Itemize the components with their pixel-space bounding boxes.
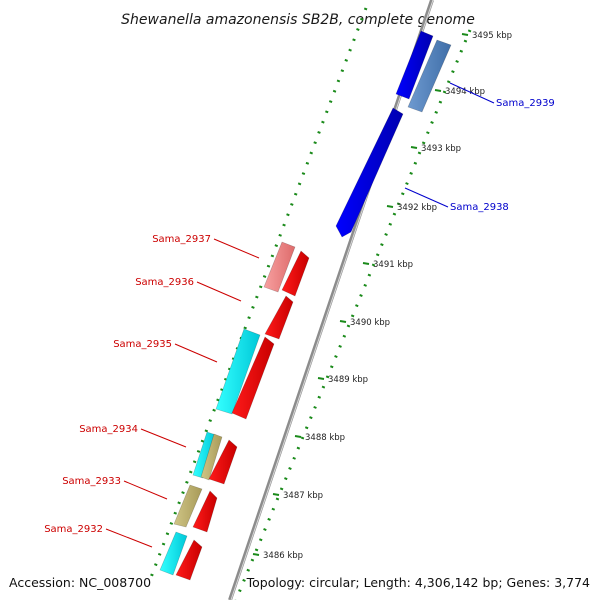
gene-sama-2935b — [231, 336, 275, 420]
gene-sama-2932b — [175, 539, 203, 581]
tick-label: 3488 kbp — [305, 433, 345, 443]
gene-label-layer: Sama_2939 Sama_2938 Sama_2937 Sama_2936 Sama… — [44, 82, 555, 548]
gene-label: Sama_2939 — [496, 98, 555, 109]
tick-label: 3493 kbp — [421, 144, 461, 154]
gene-sama-2935 — [215, 328, 261, 415]
backbone-highlight — [230, 0, 434, 600]
label-leader-line — [140, 428, 187, 448]
gene-label: Sama_2932 — [44, 524, 103, 535]
genome-backbone — [228, 0, 434, 600]
label-leader-line — [404, 187, 449, 208]
gene-label: Sama_2936 — [135, 277, 194, 288]
gene-sama-2934 — [192, 431, 217, 479]
tick-mark — [317, 377, 325, 380]
tick-mark — [461, 33, 469, 36]
tick-label: 3494 kbp — [445, 87, 485, 97]
gene-label: Sama_2938 — [450, 202, 509, 213]
tick-mark — [339, 320, 347, 323]
tick-mark — [434, 89, 442, 92]
gene-sama-2934b — [200, 433, 223, 481]
label-leader-line — [174, 343, 218, 363]
gene-sama-2934c — [208, 439, 238, 485]
tick-mark — [272, 493, 280, 496]
tick-label: 3487 kbp — [283, 491, 323, 501]
backbone-line — [228, 0, 434, 600]
accession-text: Accession: NC_008700 — [9, 575, 151, 590]
tick-label: 3492 kbp — [397, 203, 437, 213]
gene-sama-2933b — [192, 490, 218, 533]
tick-label: 3486 kbp — [263, 551, 303, 561]
gene-label: Sama_2937 — [152, 234, 211, 245]
gene-sama-2937 — [263, 241, 296, 293]
gene-sama-2932 — [159, 531, 188, 576]
label-leader-line — [196, 281, 242, 302]
label-leader-line — [123, 480, 168, 500]
gene-label: Sama_2934 — [79, 424, 138, 435]
inner-tick-track — [234, 29, 472, 600]
label-leader-line — [105, 528, 153, 548]
topology-summary: Topology: circular; Length: 4,306,142 bp… — [246, 575, 590, 590]
tick-mark — [410, 146, 418, 149]
map-title: Shewanella amazonensis SB2B, complete ge… — [121, 12, 475, 28]
tick-label: 3495 kbp — [472, 31, 512, 41]
gene-sama-2933 — [173, 484, 203, 528]
tick-mark — [386, 205, 394, 208]
tick-label: 3491 kbp — [373, 260, 413, 270]
label-leader-line — [213, 238, 260, 259]
gene-sama-2936 — [281, 250, 310, 297]
gene-sama-2938 — [335, 107, 404, 238]
tick-mark — [294, 435, 302, 438]
label-leader-line — [449, 82, 495, 104]
gene-label: Sama_2935 — [113, 339, 172, 350]
tick-label: 3489 kbp — [328, 375, 368, 385]
gene-sama-2936b — [264, 295, 294, 340]
tick-label: 3490 kbp — [350, 318, 390, 328]
gene-forward-arrow — [395, 30, 434, 100]
gene-sama-2939 — [407, 39, 452, 113]
tick-layer: 3486 kbp 3487 kbp 3488 kbp 3489 kbp 3490 kbp… — [148, 7, 512, 600]
tick-mark — [252, 553, 260, 556]
gene-features — [159, 30, 452, 581]
tick-mark — [362, 262, 370, 265]
gene-label: Sama_2933 — [62, 476, 121, 487]
